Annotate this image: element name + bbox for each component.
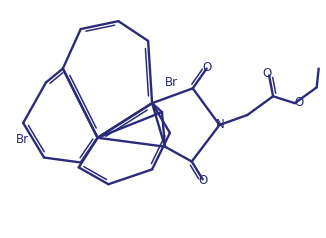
Text: Br: Br xyxy=(16,133,29,146)
Text: O: O xyxy=(202,61,211,74)
Text: O: O xyxy=(262,67,272,80)
Text: Br: Br xyxy=(165,76,178,89)
Text: O: O xyxy=(198,174,207,187)
Text: O: O xyxy=(294,96,304,109)
Text: N: N xyxy=(216,119,225,131)
